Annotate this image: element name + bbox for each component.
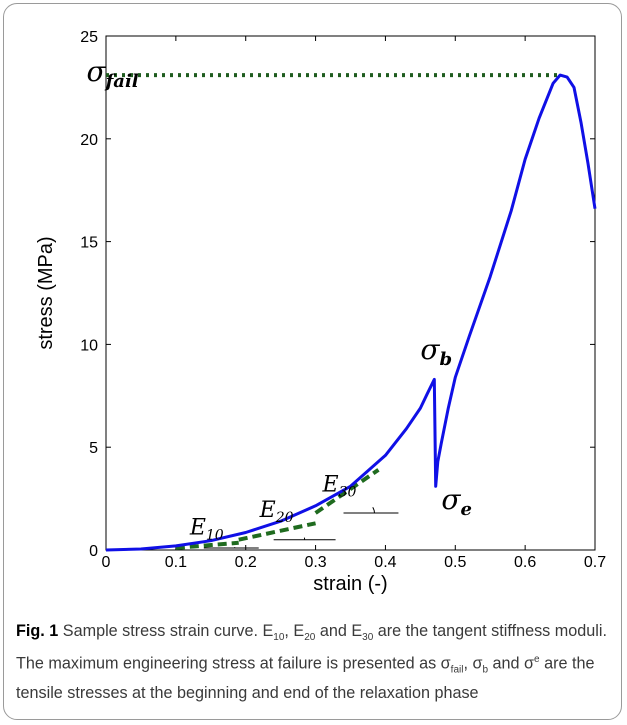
- y-tick-label: 20: [80, 132, 98, 149]
- caption-text-5: , σ: [463, 654, 483, 673]
- annotation-E-20: E20: [259, 498, 294, 526]
- caption-sup-6: e: [534, 654, 540, 666]
- caption-text-7: are the tensile stresses at the beginnin…: [16, 654, 595, 702]
- caption-sub-1: 10: [273, 632, 285, 644]
- plot-box: [105, 35, 596, 551]
- tangent-line-E30: [314, 468, 380, 515]
- caption-text-4: are the tangent stiffness moduli. The ma…: [16, 622, 607, 673]
- chart-marks: [105, 73, 597, 552]
- y-axis-label: stress (MPa): [35, 236, 57, 349]
- caption-text-1: Sample stress strain curve. E: [58, 622, 274, 640]
- chart-labels: 0 0.1 0.2 0.3 0.4 0.5 0.6 0.7 0 5 10 15 20 25 strain (…: [35, 29, 606, 595]
- caption-text-6: and σ: [488, 654, 535, 673]
- y-tick-label: 25: [80, 29, 98, 46]
- chart-axes: [105, 35, 596, 551]
- caption-sub-3: 30: [362, 632, 374, 644]
- y-tick-label: 0: [89, 543, 98, 560]
- x-axis-label: strain (-): [313, 573, 387, 595]
- x-tick-label: 0.7: [584, 554, 606, 571]
- stress-strain-chart: 0 0.1 0.2 0.3 0.4 0.5 0.6 0.7 0 5 10 15 20 25 strain (…: [35, 29, 606, 595]
- x-tick-label: 0.4: [374, 554, 396, 571]
- caption-text-3: and E: [315, 622, 363, 640]
- x-tick-label: 0.2: [235, 554, 257, 571]
- caption-sub-2: 20: [304, 632, 316, 644]
- tangent-angle-E30: [372, 507, 375, 514]
- annotation-E-30: E30: [322, 472, 357, 500]
- x-tick-label: 0: [102, 554, 111, 571]
- stress-strain-series-line: [105, 73, 597, 552]
- caption-label: Fig. 1: [16, 622, 59, 640]
- x-tick-label: 0.5: [444, 554, 466, 571]
- tangent-line-E10: [175, 540, 239, 550]
- x-tick-label: 0.3: [304, 554, 326, 571]
- caption-sub-5: b: [482, 664, 489, 676]
- annotation-sigma-e: σe: [441, 483, 472, 520]
- annotation-sigma-fail: σfail: [86, 55, 138, 92]
- figure-caption: Fig. 1 Sample stress strain curve. E10, …: [16, 620, 610, 704]
- annotation-E-10: E10: [189, 516, 224, 544]
- annotation-sigma-b: σb: [420, 333, 452, 370]
- y-tick-label: 5: [89, 440, 98, 457]
- x-tick-label: 0.1: [165, 554, 187, 571]
- y-tick-label: 10: [80, 337, 98, 354]
- caption-text-2: , E: [284, 622, 305, 640]
- x-tick-label: 0.6: [514, 554, 536, 571]
- caption-sub-4: fail: [450, 664, 464, 676]
- y-tick-label: 15: [80, 235, 98, 252]
